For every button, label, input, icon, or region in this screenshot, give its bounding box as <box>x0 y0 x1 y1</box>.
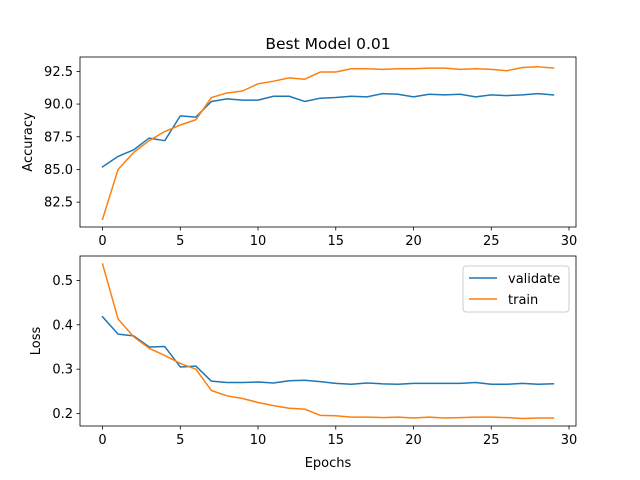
accuracy-y-tick-label: 82.5 <box>44 196 73 211</box>
loss-x-tick-label: 15 <box>328 433 345 448</box>
loss-x-tick-label: 5 <box>176 433 184 448</box>
accuracy-y-tick-label: 87.5 <box>44 130 73 145</box>
loss-y-tick-label: 0.5 <box>52 274 73 289</box>
accuracy-x-tick-label: 5 <box>176 234 184 249</box>
loss-plot-frame <box>79 255 577 427</box>
loss-series-validate-line <box>101 315 555 386</box>
legend: validate train <box>462 265 570 313</box>
loss-y-tick-label: 0.2 <box>52 407 73 422</box>
legend-label-train: train <box>508 293 538 308</box>
accuracy-x-tick-label: 20 <box>405 234 422 249</box>
loss-y-tick-label: 0.4 <box>52 318 73 333</box>
loss-x-tick-label: 0 <box>98 433 106 448</box>
loss-panel: 0 5 10 15 20 25 30 0.2 0.3 0.4 0.5 <box>52 255 578 448</box>
x-axis-label: Epochs <box>305 456 352 471</box>
loss-x-tick-label: 25 <box>483 433 500 448</box>
loss-series-train-line <box>101 263 555 420</box>
accuracy-x-tick-label: 25 <box>483 234 500 249</box>
accuracy-x-tick-label: 10 <box>250 234 267 249</box>
accuracy-x-tick-label: 30 <box>561 234 578 249</box>
accuracy-x-tick-label: 15 <box>328 234 345 249</box>
accuracy-y-tick-label: 85.0 <box>44 163 73 178</box>
accuracy-y-tick-label: 92.5 <box>44 65 73 80</box>
accuracy-panel: 0 5 10 15 20 25 30 82.5 85.0 87.5 90.0 92.5 <box>44 56 578 249</box>
loss-x-tick-label: 10 <box>250 433 267 448</box>
loss-y-axis-label: Loss <box>29 327 44 356</box>
accuracy-x-tick-label: 0 <box>98 234 106 249</box>
accuracy-plot-frame <box>79 56 577 228</box>
accuracy-y-tick-label: 90.0 <box>44 98 73 113</box>
accuracy-series-train-line <box>101 66 555 221</box>
legend-label-validate: validate <box>508 272 560 287</box>
loss-x-tick-label: 30 <box>561 433 578 448</box>
loss-y-tick-label: 0.3 <box>52 363 73 378</box>
accuracy-series-validate-line <box>101 92 555 168</box>
chart-title: Best Model 0.01 <box>265 35 390 53</box>
loss-x-tick-label: 20 <box>405 433 422 448</box>
accuracy-y-axis-label: Accuracy <box>21 112 36 172</box>
